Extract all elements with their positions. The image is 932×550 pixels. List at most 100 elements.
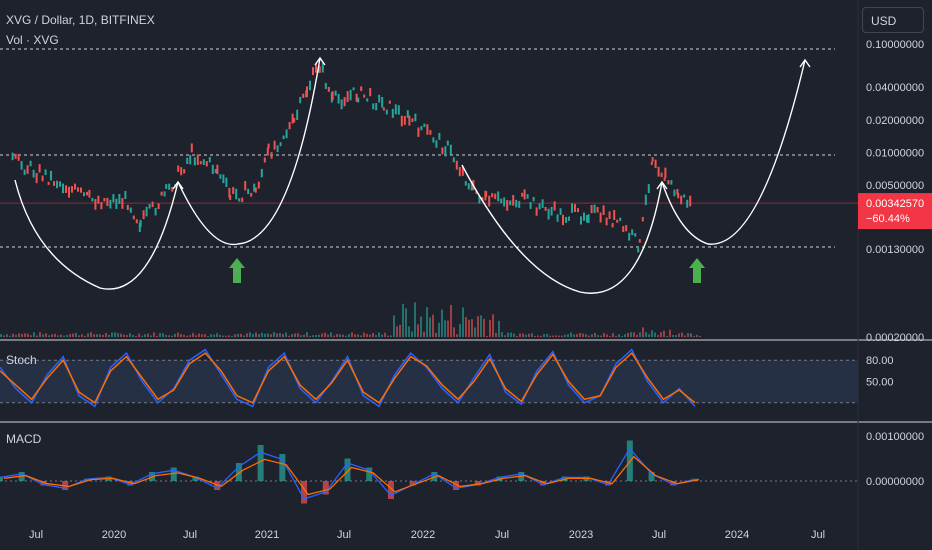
volume-bar xyxy=(171,335,173,337)
candle xyxy=(115,198,118,209)
volume-bar xyxy=(282,333,284,337)
candle xyxy=(568,216,570,221)
candle xyxy=(260,168,263,178)
candle xyxy=(306,86,308,97)
volume-bar xyxy=(426,307,428,337)
volume-bar xyxy=(438,322,440,337)
volume-bar xyxy=(480,315,482,337)
volume-bar xyxy=(243,335,245,337)
volume-bar xyxy=(144,334,146,337)
volume-bar xyxy=(177,332,179,337)
candle xyxy=(97,195,100,204)
candle xyxy=(44,169,47,175)
volume-bar xyxy=(567,334,569,337)
time-axis-label: Jul xyxy=(183,529,197,541)
candle xyxy=(171,186,174,192)
candle xyxy=(590,204,593,214)
candle xyxy=(17,153,20,161)
candle xyxy=(586,215,588,223)
candle xyxy=(529,201,532,209)
volume-bar xyxy=(600,335,602,337)
candle xyxy=(515,199,518,208)
volume-bar xyxy=(192,332,194,337)
candle xyxy=(680,195,683,205)
candle xyxy=(676,188,679,195)
volume-bar xyxy=(555,335,557,337)
volume-bar xyxy=(543,334,545,337)
volume-bar xyxy=(570,332,572,337)
candle xyxy=(587,214,590,224)
candle xyxy=(244,181,247,191)
candle xyxy=(429,130,432,135)
volume-bar xyxy=(204,334,206,337)
candle xyxy=(664,167,667,178)
candle xyxy=(53,181,55,186)
volume-bar xyxy=(489,319,491,337)
candle xyxy=(565,216,567,223)
volume-bar xyxy=(522,333,524,337)
volume-bar xyxy=(213,334,215,337)
volume-bar xyxy=(483,318,485,337)
volume-bar xyxy=(612,333,614,337)
candle xyxy=(186,157,189,164)
volume-bar xyxy=(348,334,350,337)
currency-button[interactable]: USD xyxy=(862,7,924,33)
volume-bar xyxy=(696,334,698,337)
stoch-k-line xyxy=(0,348,696,408)
volume-bar xyxy=(12,333,14,337)
price-axis-label: 0.04000000 xyxy=(866,82,924,94)
volume-bar xyxy=(534,335,536,337)
volume-bar xyxy=(429,317,431,337)
candle xyxy=(352,87,355,91)
candle xyxy=(441,147,444,155)
candle xyxy=(86,191,88,196)
volume-bar xyxy=(564,334,566,337)
volume-bar xyxy=(366,333,368,337)
volume-bar xyxy=(15,334,17,337)
candle xyxy=(228,187,231,198)
time-axis-label: 2022 xyxy=(411,529,435,541)
candle xyxy=(103,197,106,202)
candle xyxy=(449,144,452,155)
volume-bar xyxy=(120,333,122,337)
candle xyxy=(20,161,23,170)
candle xyxy=(650,161,653,165)
volume-bar xyxy=(576,334,578,337)
volume-bar xyxy=(450,304,452,337)
volume-bar xyxy=(351,332,353,337)
volume-bar xyxy=(642,327,644,337)
volume-bar xyxy=(516,335,518,337)
candle xyxy=(580,216,582,225)
macd-histogram-bar xyxy=(366,467,373,481)
volume-bar xyxy=(291,334,293,337)
volume-bar xyxy=(111,332,113,337)
candle xyxy=(279,142,282,147)
volume-bar xyxy=(375,335,377,337)
volume-bar xyxy=(381,334,383,337)
candle xyxy=(577,208,579,213)
candle xyxy=(464,181,467,186)
volume-bar xyxy=(228,335,230,337)
candle xyxy=(148,203,151,209)
volume-bar xyxy=(558,335,560,337)
volume-bar xyxy=(27,333,29,337)
volume-bar xyxy=(648,334,650,337)
volume-bar xyxy=(582,333,584,337)
volume-bar xyxy=(675,335,677,337)
candle xyxy=(408,115,411,126)
candle xyxy=(461,166,464,176)
volume-bar xyxy=(93,334,95,337)
volume-bar xyxy=(411,331,413,337)
volume-bar xyxy=(459,323,461,337)
candle xyxy=(160,191,163,196)
macd-histogram-bar xyxy=(539,481,546,486)
annotation-curve xyxy=(14,179,179,290)
candle xyxy=(288,122,291,130)
candle xyxy=(285,129,288,139)
candle xyxy=(340,99,343,110)
volume-bar xyxy=(216,333,218,337)
candle xyxy=(267,143,270,149)
candle xyxy=(574,203,576,212)
volume-bar xyxy=(417,324,419,337)
